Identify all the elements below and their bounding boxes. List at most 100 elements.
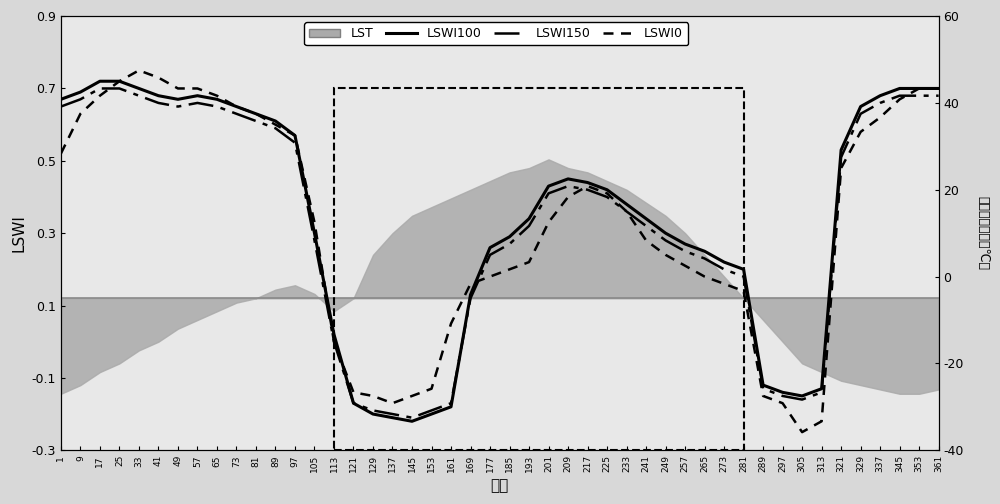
LSWI0 <box>894 96 906 102</box>
LSWI0 <box>113 78 125 84</box>
LSWI0 <box>152 75 164 81</box>
Line: LSWI100: LSWI100 <box>61 81 939 421</box>
LSWI150 <box>640 223 652 229</box>
LSWI0 <box>816 418 828 424</box>
LSWI150 <box>543 191 555 197</box>
LSWI100 <box>347 400 359 406</box>
LSWI100 <box>543 183 555 189</box>
LSWI100 <box>699 248 711 255</box>
LSWI100 <box>211 96 223 102</box>
LSWI0 <box>504 266 516 272</box>
LSWI150 <box>913 93 925 99</box>
X-axis label: 日期: 日期 <box>491 478 509 493</box>
LSWI0 <box>757 393 769 399</box>
LSWI150 <box>855 111 867 117</box>
LSWI0 <box>738 288 750 294</box>
LSWI100 <box>269 118 281 124</box>
LSWI150 <box>152 100 164 106</box>
LSWI150 <box>426 407 438 413</box>
LSWI0 <box>250 111 262 117</box>
LSWI150 <box>621 209 633 215</box>
LSWI100 <box>621 201 633 207</box>
LSWI100 <box>152 93 164 99</box>
Line: LSWI150: LSWI150 <box>61 89 939 418</box>
LSWI150 <box>74 96 86 102</box>
LSWI150 <box>484 252 496 258</box>
LSWI150 <box>718 266 730 272</box>
LSWI100 <box>484 244 496 250</box>
LSWI0 <box>855 129 867 135</box>
LSWI100 <box>230 103 242 109</box>
LSWI100 <box>582 179 594 185</box>
LSWI0 <box>543 219 555 225</box>
LSWI0 <box>55 151 67 157</box>
LSWI150 <box>894 93 906 99</box>
LSWI100 <box>640 216 652 222</box>
LSWI0 <box>74 111 86 117</box>
LSWI100 <box>74 89 86 95</box>
LSWI0 <box>308 219 320 225</box>
LSWI100 <box>660 230 672 236</box>
LSWI150 <box>308 237 320 243</box>
LSWI0 <box>94 93 106 99</box>
LSWI100 <box>933 86 945 92</box>
LSWI100 <box>94 78 106 84</box>
LSWI0 <box>445 321 457 327</box>
LSWI100 <box>172 96 184 102</box>
LSWI150 <box>230 111 242 117</box>
LSWI150 <box>347 400 359 406</box>
LSWI150 <box>679 248 691 255</box>
LSWI150 <box>406 415 418 421</box>
LSWI150 <box>699 256 711 262</box>
LSWI100 <box>133 86 145 92</box>
LSWI0 <box>718 281 730 287</box>
LSWI100 <box>913 86 925 92</box>
LSWI0 <box>835 165 847 171</box>
LSWI150 <box>562 183 574 189</box>
LSWI150 <box>445 400 457 406</box>
Legend: LST, LSWI100, LSWI150, LSWI0: LST, LSWI100, LSWI150, LSWI0 <box>304 22 688 45</box>
LSWI150 <box>738 274 750 280</box>
LSWI100 <box>406 418 418 424</box>
LSWI0 <box>269 121 281 128</box>
LSWI100 <box>55 96 67 102</box>
LSWI0 <box>777 400 789 406</box>
LSWI150 <box>504 241 516 247</box>
LSWI150 <box>816 389 828 395</box>
LSWI0 <box>699 274 711 280</box>
LSWI100 <box>816 386 828 392</box>
LSWI0 <box>289 133 301 139</box>
LSWI150 <box>133 93 145 99</box>
LSWI150 <box>835 154 847 160</box>
LSWI0 <box>582 183 594 189</box>
LSWI150 <box>386 411 398 417</box>
LSWI0 <box>367 393 379 399</box>
LSWI150 <box>367 407 379 413</box>
LSWI0 <box>328 339 340 345</box>
LSWI150 <box>796 397 808 403</box>
LSWI0 <box>484 274 496 280</box>
Y-axis label: 夜间地表温度（℃）: 夜间地表温度（℃） <box>976 196 989 270</box>
LSWI150 <box>55 103 67 109</box>
LSWI150 <box>582 186 594 193</box>
LSWI0 <box>562 194 574 200</box>
LSWI100 <box>523 216 535 222</box>
LSWI100 <box>367 411 379 417</box>
LSWI0 <box>523 259 535 265</box>
LSWI150 <box>250 118 262 124</box>
LSWI0 <box>874 114 886 120</box>
LSWI0 <box>406 393 418 399</box>
LSWI100 <box>718 259 730 265</box>
LSWI0 <box>191 86 203 92</box>
Y-axis label: LSWI: LSWI <box>11 214 26 252</box>
LSWI0 <box>933 86 945 92</box>
LSWI0 <box>386 400 398 406</box>
LSWI100 <box>679 241 691 247</box>
LSWI150 <box>601 194 613 200</box>
LSWI100 <box>855 103 867 109</box>
LSWI100 <box>308 230 320 236</box>
LSWI0 <box>133 68 145 74</box>
LSWI0 <box>913 86 925 92</box>
LSWI150 <box>523 223 535 229</box>
LSWI0 <box>426 386 438 392</box>
